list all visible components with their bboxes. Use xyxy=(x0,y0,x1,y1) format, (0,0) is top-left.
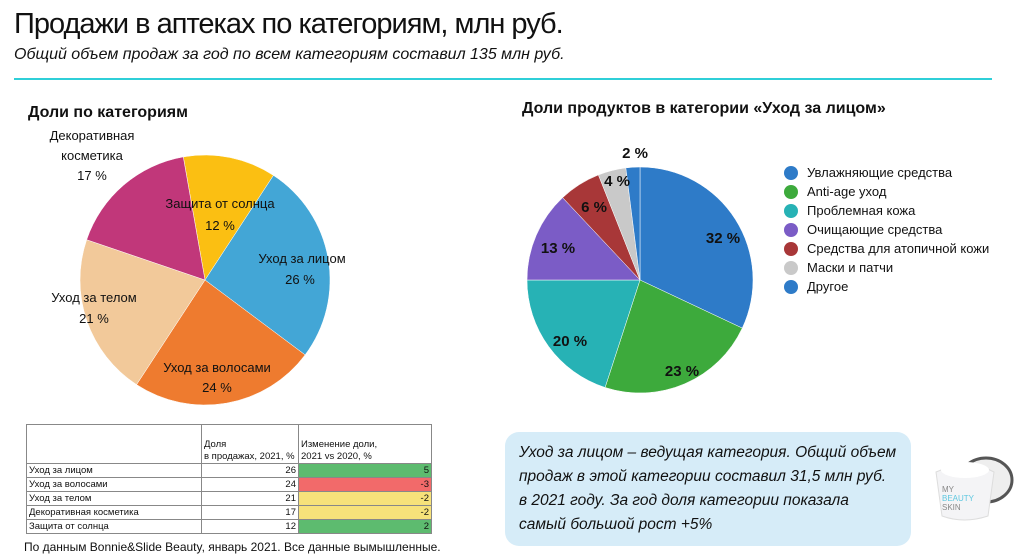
legend-item: Anti-age уход xyxy=(784,182,989,201)
callout-note: Уход за лицом – ведущая категория. Общий… xyxy=(505,432,911,546)
legend-label: Увлажняющие средства xyxy=(807,165,953,180)
legend-item: Другое xyxy=(784,277,989,296)
table-header-empty xyxy=(26,424,202,464)
page-title: Продажи в аптеках по категориям, млн руб… xyxy=(14,8,564,40)
slice-label-value: 4 % xyxy=(604,173,630,190)
table-cell-change: -2 xyxy=(298,491,432,506)
table-cell-name: Защита от солнца xyxy=(26,519,202,534)
table-row: Уход за волосами 24 -3 xyxy=(26,477,432,492)
table-cell-share: 24 xyxy=(201,477,299,492)
pie-slice xyxy=(79,239,206,385)
svg-text:SKIN: SKIN xyxy=(942,503,961,512)
divider xyxy=(14,78,992,80)
slice-label-category-cont: косметика xyxy=(61,148,123,163)
slice-label-category: Уход за телом xyxy=(51,290,137,305)
slice-label-value: 32 % xyxy=(706,230,740,247)
svg-text:MY: MY xyxy=(942,485,955,494)
table-cell-share: 17 xyxy=(201,505,299,520)
pie-slice xyxy=(639,166,754,329)
slice-label-value: 23 % xyxy=(665,363,699,380)
legend-swatch xyxy=(784,260,798,275)
pie-slice xyxy=(204,175,331,356)
face-care-pie: 32 % 23 % 20 % 13 % 6 % 4 % 2 % xyxy=(526,145,754,394)
legend-swatch xyxy=(784,203,798,218)
table-cell-share: 26 xyxy=(201,463,299,478)
slice-label-value: 6 % xyxy=(581,199,607,216)
category-pie: Защита от солнца 12 % Уход за лицом 26 % Ухо… xyxy=(50,128,346,406)
slice-label-category: Защита от солнца xyxy=(165,196,275,211)
table-cell-name: Декоративная косметика xyxy=(26,505,202,520)
pie-slice xyxy=(136,279,306,406)
legend-item: Средства для атопичной кожи xyxy=(784,239,989,258)
slice-label-category: Уход за лицом xyxy=(258,251,345,266)
slice-label-value: 21 % xyxy=(79,311,109,326)
legend-label: Средства для атопичной кожи xyxy=(807,241,990,256)
pie-slice xyxy=(625,166,641,281)
table-cell-name: Уход за лицом xyxy=(26,463,202,478)
legend-label: Проблемная кожа xyxy=(807,203,916,218)
table-cell-change: 5 xyxy=(298,463,432,478)
legend-item: Маски и патчи xyxy=(784,258,989,277)
product-jar-image: MY BEAUTY SKIN xyxy=(935,456,1014,521)
legend-label: Anti-age уход xyxy=(807,184,887,199)
legend-swatch xyxy=(784,222,798,237)
slice-label-value: 12 % xyxy=(205,218,235,233)
slice-label-value: 26 % xyxy=(285,272,315,287)
legend-label: Другое xyxy=(807,279,849,294)
legend-item: Проблемная кожа xyxy=(784,201,989,220)
source-note: По данным Bonnie&Slide Beauty, январь 20… xyxy=(24,540,441,554)
pie-slice xyxy=(526,279,641,388)
table-cell-name: Уход за волосами xyxy=(26,477,202,492)
slice-label-value: 2 % xyxy=(622,145,648,162)
table-header-row: Доля в продажах, 2021, % Изменение доли,… xyxy=(26,424,432,464)
slice-label-value: 17 % xyxy=(77,168,107,183)
table-cell-name: Уход за телом xyxy=(26,491,202,506)
pie-slice xyxy=(183,154,274,281)
legend-item: Увлажняющие средства xyxy=(784,163,989,182)
category-table: Доля в продажах, 2021, % Изменение доли,… xyxy=(26,424,432,534)
pie-slice xyxy=(604,279,743,394)
table-cell-share: 21 xyxy=(201,491,299,506)
svg-text:BEAUTY: BEAUTY xyxy=(942,494,975,503)
left-chart-title: Доли по категориям xyxy=(28,104,188,121)
table-row: Декоративная косметика 17 -2 xyxy=(26,505,432,520)
table-header-change: Изменение доли, 2021 vs 2020, % xyxy=(298,424,432,464)
slice-label-category: Декоративная xyxy=(50,128,135,143)
legend-swatch xyxy=(784,184,798,199)
slice-label-value: 20 % xyxy=(553,333,587,350)
slice-label-value: 24 % xyxy=(202,380,232,395)
legend-label: Маски и патчи xyxy=(807,260,894,275)
table-header-share: Доля в продажах, 2021, % xyxy=(201,424,299,464)
table-row: Уход за лицом 26 5 xyxy=(26,463,432,478)
legend-swatch xyxy=(784,279,798,294)
pie-slice xyxy=(86,156,206,281)
table-cell-change: -2 xyxy=(298,505,432,520)
legend-item: Очищающие средства xyxy=(784,220,989,239)
slice-label-category: Уход за волосами xyxy=(163,360,271,375)
page-subtitle: Общий объем продаж за год по всем катего… xyxy=(14,46,565,63)
legend-swatch xyxy=(784,241,798,256)
table-row: Защита от солнца 12 2 xyxy=(26,519,432,534)
pie-slice xyxy=(526,197,641,281)
table-cell-change: 2 xyxy=(298,519,432,534)
table-cell-share: 12 xyxy=(201,519,299,534)
table-cell-change: -3 xyxy=(298,477,432,492)
legend: Увлажняющие средства Anti-age уход Проблем… xyxy=(784,163,989,296)
legend-swatch xyxy=(784,165,798,180)
slice-label-value: 13 % xyxy=(541,240,575,257)
table-row: Уход за телом 21 -2 xyxy=(26,491,432,506)
right-chart-title: Доли продуктов в категории «Уход за лицо… xyxy=(522,100,886,117)
legend-label: Очищающие средства xyxy=(807,222,943,237)
